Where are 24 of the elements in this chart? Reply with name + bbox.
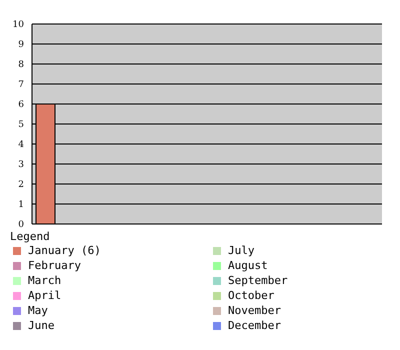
legend-label: June: [28, 319, 54, 332]
y-tick-label: 2: [18, 180, 24, 190]
legend-label: November: [228, 304, 281, 317]
y-tick-label: 4: [18, 140, 24, 150]
legend-label: April: [28, 289, 62, 302]
y-tick-label: 1: [18, 200, 24, 210]
y-tick-label: 8: [18, 60, 24, 70]
legend-label: September: [228, 274, 288, 287]
y-tick-label: 7: [18, 80, 24, 90]
legend-label: October: [228, 289, 274, 302]
legend-title: Legend: [10, 230, 51, 243]
y-tick-label: 0: [18, 220, 24, 230]
legend-label: May: [28, 304, 48, 317]
y-tick-label: 5: [18, 120, 24, 130]
y-tick-label: 3: [18, 160, 24, 170]
legend-label: July: [228, 244, 254, 257]
y-tick-label: 6: [18, 100, 24, 110]
y-tick-label: 10: [12, 20, 24, 30]
legend-label: August: [228, 259, 268, 272]
legend-label: January (6): [28, 244, 101, 257]
y-tick-label: 9: [18, 40, 24, 50]
legend-label: February: [28, 259, 81, 272]
legend-label: March: [28, 274, 62, 287]
legend-label: December: [228, 319, 281, 332]
